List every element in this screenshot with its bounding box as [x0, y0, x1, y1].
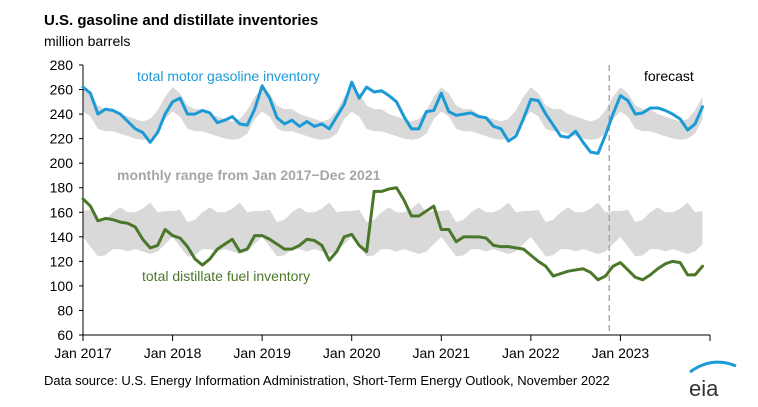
- eia-logo: eia: [689, 360, 737, 401]
- x-tick-label: Jan 2022: [502, 345, 560, 361]
- y-tick-label: 220: [50, 131, 74, 147]
- y-tick-label: 280: [50, 57, 74, 73]
- eia-logo-text: eia: [689, 376, 719, 401]
- y-tick-label: 260: [50, 82, 74, 98]
- x-tick-label: Jan 2019: [233, 345, 291, 361]
- x-tick-label: Jan 2023: [592, 345, 650, 361]
- x-tick-label: Jan 2021: [412, 345, 470, 361]
- series-lines: [81, 80, 705, 282]
- x-tick-label: Jan 2017: [54, 345, 112, 361]
- y-tick-label: 180: [50, 180, 74, 196]
- gasoline-series-label: total motor gasoline inventory: [137, 68, 320, 84]
- y-tick-label: 160: [50, 204, 74, 220]
- y-tick-label: 120: [50, 253, 74, 269]
- distillate-range-band: [83, 202, 703, 257]
- y-tick-label: 60: [57, 327, 73, 343]
- y-axis-label: million barrels: [44, 33, 130, 49]
- y-tick-label: 100: [50, 278, 74, 294]
- y-tick-label: 140: [50, 229, 74, 245]
- y-tick-label: 80: [57, 302, 73, 318]
- data-source-note: Data source: U.S. Energy Information Adm…: [44, 373, 610, 388]
- range-band-label: monthly range from Jan 2017−Dec 2021: [117, 167, 381, 183]
- y-tick-label: 240: [50, 106, 74, 122]
- x-tick-labels: Jan 2017 Jan 2018 Jan 2019 Jan 2020 Jan 2021…: [54, 345, 649, 361]
- distillate-series-label: total distillate fuel inventory: [142, 268, 310, 284]
- y-tick-label: 200: [50, 155, 74, 171]
- x-tick-label: Jan 2018: [144, 345, 202, 361]
- gasoline-range-band: [83, 87, 703, 140]
- x-tick-label: Jan 2020: [323, 345, 381, 361]
- eia-logo-arc-icon: [689, 360, 737, 374]
- forecast-label: forecast: [644, 68, 694, 84]
- chart-title: U.S. gasoline and distillate inventories: [44, 12, 318, 29]
- gasoline-series-line: [81, 80, 705, 155]
- range-bands: [83, 87, 703, 257]
- y-tick-labels: 60 80 100 120 140 160 180 200 220 240 260 280: [50, 57, 74, 343]
- distillate-series-line: [81, 186, 705, 282]
